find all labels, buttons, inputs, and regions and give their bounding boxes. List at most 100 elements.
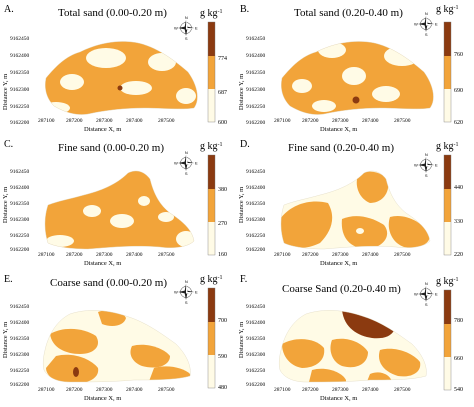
svg-text:S: S [185,171,188,176]
svg-text:E: E [435,292,438,297]
panel-e-y-ticks: 9162450 9162400 9162350 9162300 9162250 … [10,304,30,388]
panel-e: E. Coarse sand (0.00-0.20 m) Distance Y,… [2,274,227,402]
panel-d-map [280,170,431,250]
svg-text:W: W [174,26,178,31]
panel-f-letter: F. [240,274,247,285]
panel-b-title: Total sand (0.20-0.40 m) [294,7,403,19]
y-tick: 9162200 [10,382,30,388]
panel-e-letter: E. [4,274,13,285]
y-tick: 9162400 [246,185,266,191]
x-tick: 287400 [126,387,143,393]
panel-c-compass-icon: N S W E [174,150,198,176]
svg-text:W: W [174,290,178,295]
x-tick: 287300 [332,387,349,393]
legend-unit: g kg-1 [200,141,223,152]
svg-text:N: N [425,281,428,286]
panel-d-x-ticks: 287100 287200 287300 287400 287500 [274,252,411,258]
x-tick: 287100 [38,387,55,393]
y-tick: 9162450 [10,304,30,310]
svg-text:N: N [185,15,188,20]
legend-tick: 480 [218,385,227,391]
y-tick: 9162200 [246,382,266,388]
y-tick: 9162350 [246,201,266,207]
x-tick: 287200 [66,252,83,258]
panel-e-compass-icon: N S W E [174,279,198,305]
legend-tick: 220 [454,252,463,258]
panel-b: B. Total sand (0.20-0.40 m) Distance Y, … [238,4,463,133]
panel-e-y-label: Distance Y, m [2,322,9,358]
x-tick: 287400 [362,387,379,393]
legend-bar [207,21,216,123]
panel-a-x-ticks: 287100 287200 287300 287400 287500 [38,118,175,124]
panel-f-y-label: Distance Y, m [238,322,245,358]
y-tick: 9162350 [246,336,266,342]
y-tick: 9162450 [246,304,266,310]
y-tick: 9162300 [246,217,266,223]
legend-tick: 780 [454,318,463,324]
legend-tick: 160 [218,252,227,258]
svg-text:E: E [195,290,198,295]
svg-text:S: S [185,36,188,41]
panel-b-x-label: Distance X, m [320,126,357,133]
y-tick: 9162450 [10,169,30,175]
panel-b-legend: g kg-1 760 690 620 [436,4,463,126]
x-tick: 287200 [302,252,319,258]
panel-c-title: Fine sand (0.00-0.20 m) [58,142,164,154]
panel-c-letter: C. [4,139,13,150]
y-tick: 9162400 [10,320,30,326]
panel-f-x-ticks: 287100 287200 287300 287400 287500 [274,387,411,393]
svg-text:N: N [185,279,188,284]
x-tick: 287400 [126,118,143,124]
x-tick: 287200 [302,118,319,124]
y-tick: 9162400 [10,53,30,59]
panel-b-x-ticks: 287100 287200 287300 287400 287500 [274,118,411,124]
x-tick: 287100 [274,252,291,258]
legend-tick: 270 [218,221,227,227]
y-tick: 9162300 [246,352,266,358]
x-tick: 287100 [38,252,55,258]
x-tick: 287200 [66,387,83,393]
y-tick: 9162350 [10,336,30,342]
panel-e-x-label: Distance X, m [84,395,121,402]
panel-b-compass-icon: N S W E [414,11,438,37]
svg-text:W: W [414,292,418,297]
legend-unit: g kg-1 [200,274,223,285]
x-tick: 287400 [362,118,379,124]
panel-d-y-ticks: 9162450 9162400 9162350 9162300 9162250 … [246,169,266,253]
y-tick: 9162300 [246,87,266,93]
panel-f-y-ticks: 9162450 9162400 9162350 9162300 9162250 … [246,304,266,388]
svg-text:E: E [195,161,198,166]
legend-tick: 620 [454,120,463,126]
svg-text:E: E [435,22,438,27]
svg-text:S: S [425,302,428,307]
panel-b-letter: B. [240,4,249,15]
svg-text:N: N [185,150,188,155]
svg-text:N: N [425,11,428,16]
y-tick: 9162250 [10,104,30,110]
panel-d-legend: g kg-1 440 330 220 [436,141,463,258]
y-tick: 9162200 [246,247,266,253]
panel-c-map [44,170,195,250]
panel-c-y-ticks: 9162450 9162400 9162350 9162300 9162250 … [10,169,30,253]
legend-unit: g kg-1 [436,141,459,152]
x-tick: 287400 [362,252,379,258]
svg-text:W: W [414,163,418,168]
panel-a-title: Total sand (0.00-0.20 m) [58,7,167,19]
legend-bar [443,289,452,391]
y-tick: 9162250 [246,233,266,239]
legend-tick: 760 [454,52,463,58]
y-tick: 9162450 [246,36,266,42]
y-tick: 9162300 [10,352,30,358]
y-tick: 9162400 [246,320,266,326]
x-tick: 287500 [394,252,411,258]
legend-bar [443,21,452,123]
legend-bar [207,287,216,389]
y-tick: 9162350 [246,70,266,76]
y-tick: 9162250 [10,368,30,374]
panel-e-legend: g kg-1 700 590 480 [200,274,227,391]
panel-e-x-ticks: 287100 287200 287300 287400 287500 [38,387,175,393]
panel-a: A. Total sand (0.00-0.20 m) Distance Y, … [2,4,227,133]
panel-f-compass-icon: N S W E [414,281,438,307]
legend-tick: 660 [454,356,463,362]
